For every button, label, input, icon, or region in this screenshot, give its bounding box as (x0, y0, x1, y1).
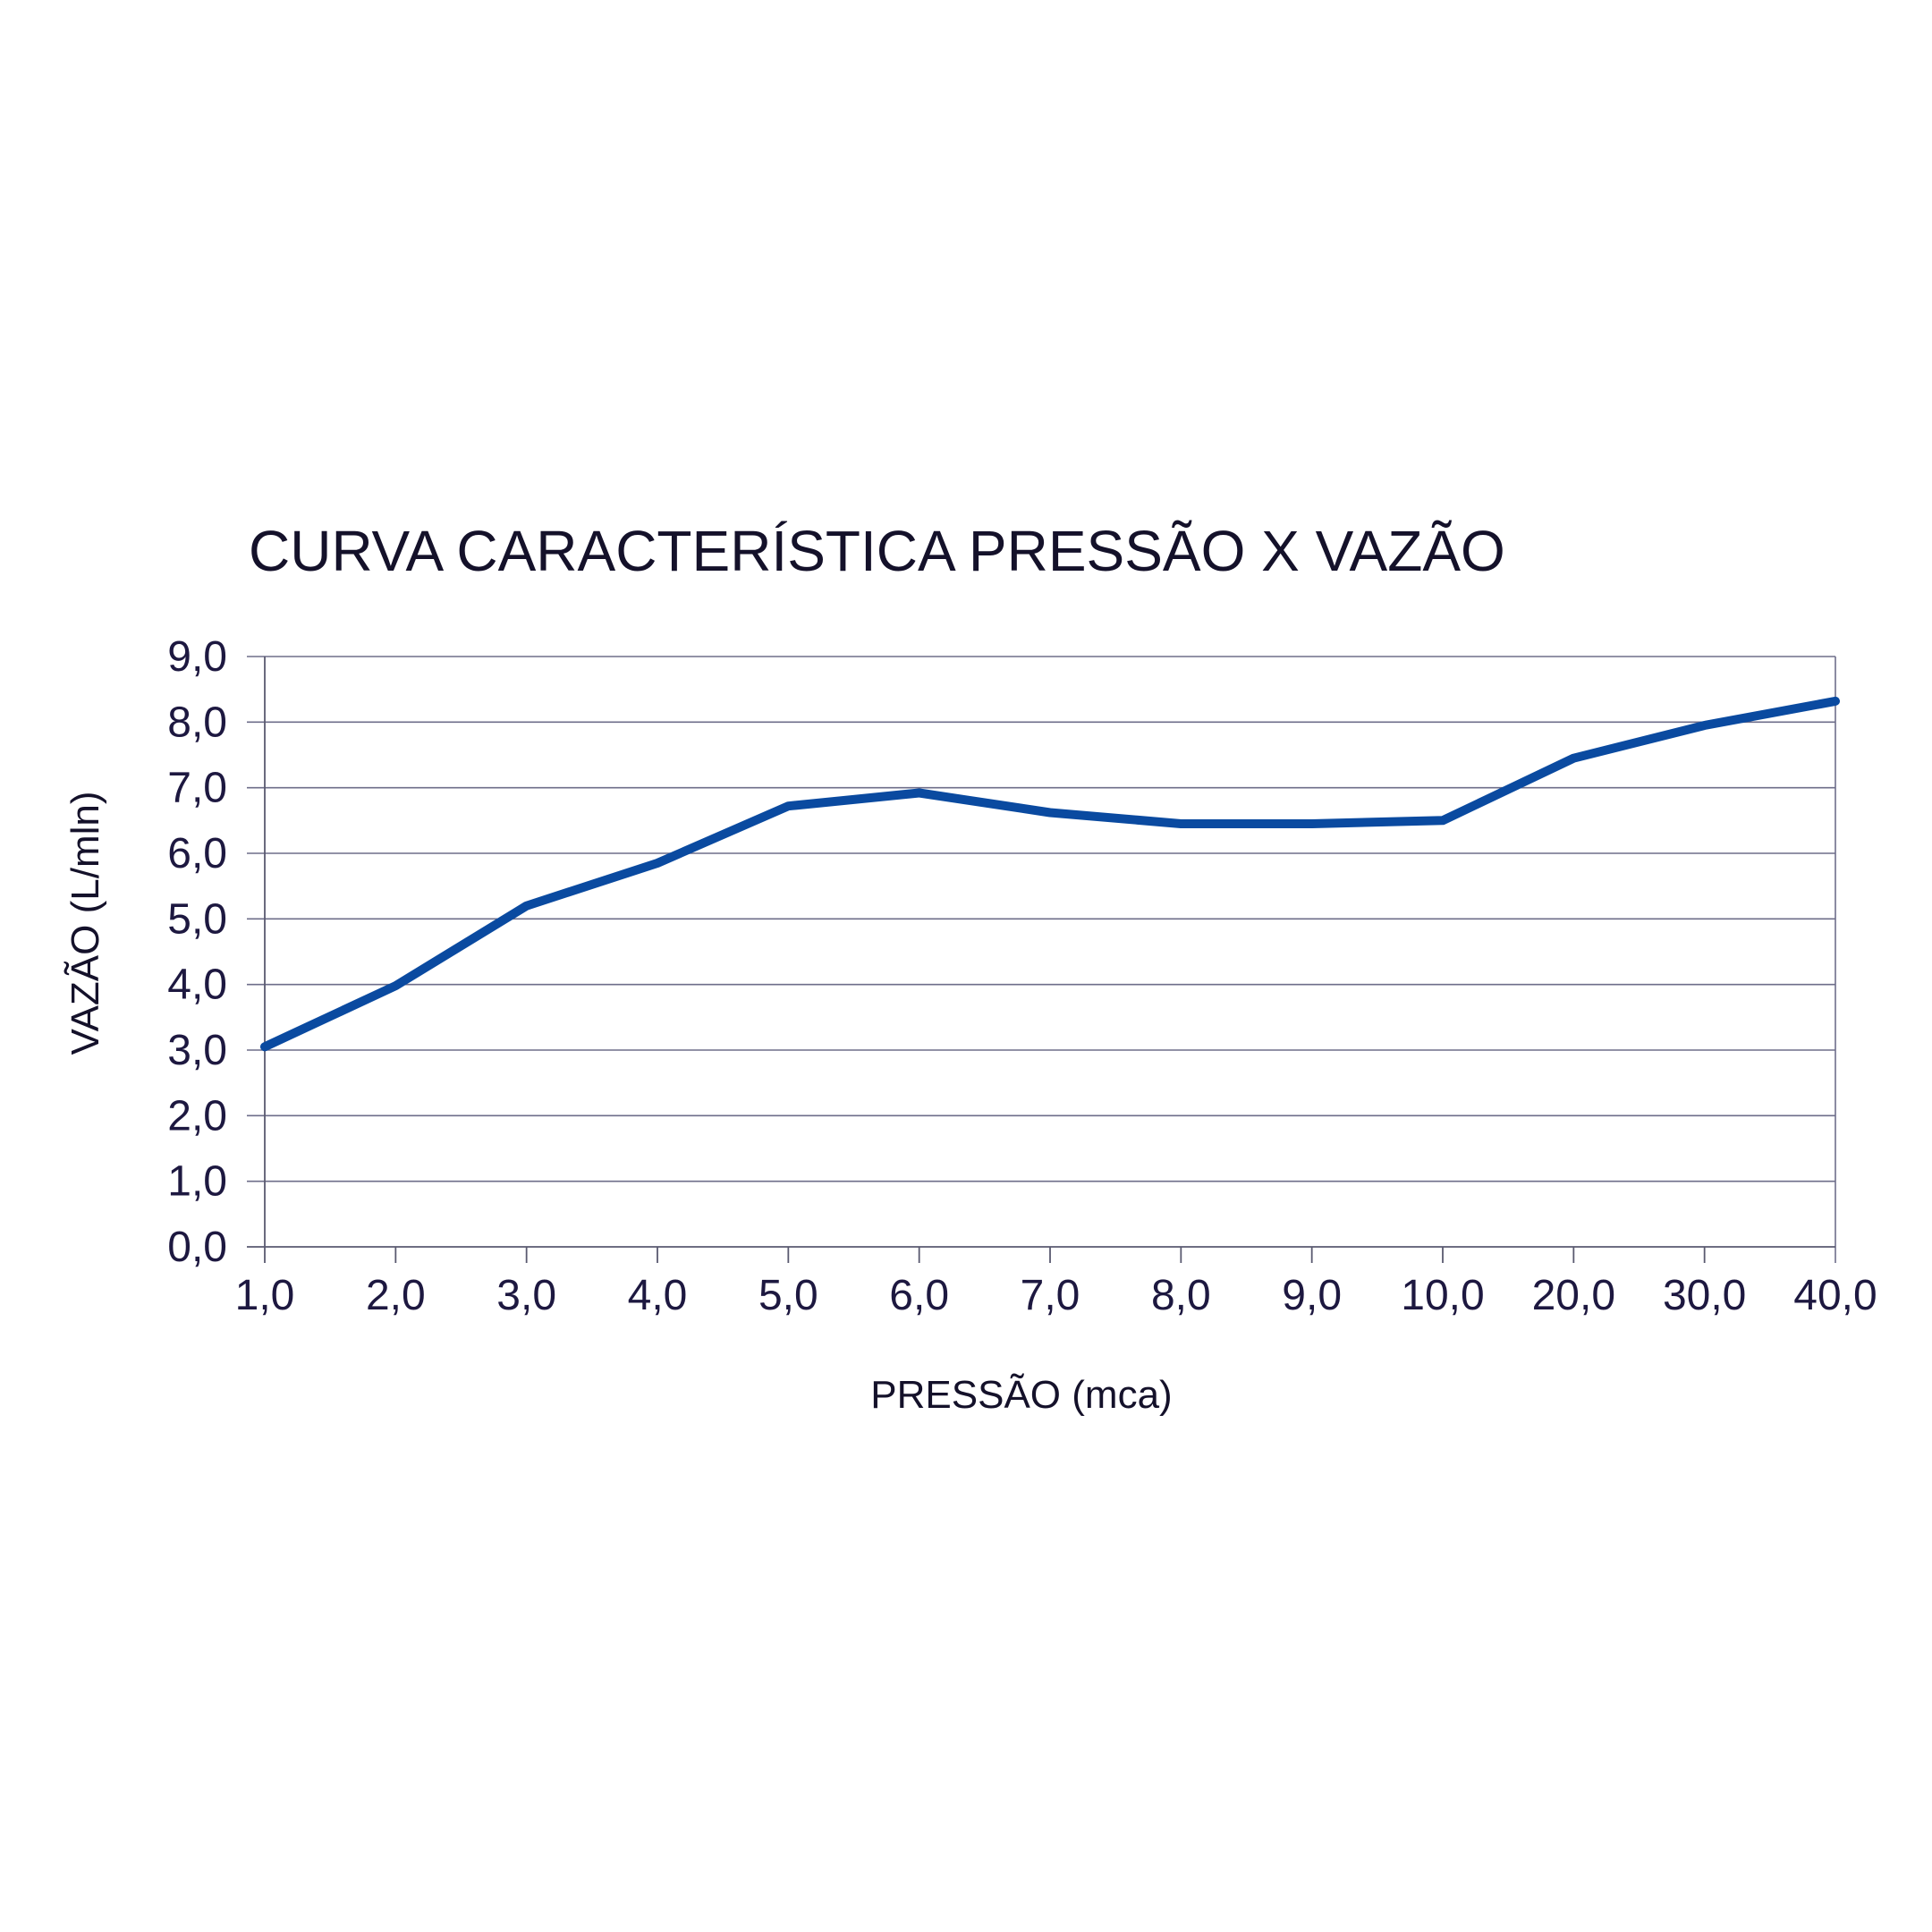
y-tick-label: 7,0 (167, 765, 227, 812)
x-tick-label: 1,0 (235, 1272, 295, 1319)
y-tick-label: 6,0 (167, 830, 227, 877)
x-tick-label: 5,0 (758, 1272, 818, 1319)
y-tick-label: 0,0 (167, 1224, 227, 1271)
x-axis-title: PRESSÃO (mca) (870, 1372, 1172, 1417)
x-tick-label: 3,0 (496, 1272, 556, 1319)
x-tick-label: 10,0 (1401, 1272, 1484, 1319)
y-tick-label: 5,0 (167, 895, 227, 943)
gridlines (247, 656, 1836, 1263)
y-tick-labels: 0,0 1,0 2,0 3,0 4,0 5,0 6,0 7,0 8,0 9,0 (167, 633, 227, 1271)
y-tick-label: 2,0 (167, 1092, 227, 1140)
x-tick-label: 30,0 (1663, 1272, 1746, 1319)
x-tick-label: 6,0 (889, 1272, 949, 1319)
x-tick-label: 8,0 (1151, 1272, 1211, 1319)
chart-title: CURVA CARACTERÍSTICA PRESSÃO X VAZÃO (249, 519, 1505, 583)
y-axis-title: VAZÃO (L/mln) (63, 791, 107, 1055)
y-tick-label: 3,0 (167, 1027, 227, 1074)
series-group (260, 696, 1840, 1052)
x-tick-label: 2,0 (366, 1272, 426, 1319)
y-tick-label: 1,0 (167, 1158, 227, 1206)
x-tick-label: 9,0 (1282, 1272, 1342, 1319)
x-tick-labels: 1,0 2,0 3,0 4,0 5,0 6,0 7,0 8,0 9,0 10,0 20,0 30,0 4… (235, 1272, 1877, 1319)
y-tick-label: 4,0 (167, 962, 227, 1009)
x-tick-label: 20,0 (1532, 1272, 1615, 1319)
series-line (260, 696, 1840, 1052)
x-tick-label: 7,0 (1021, 1272, 1080, 1319)
axes (247, 657, 1835, 1263)
x-tick-label: 4,0 (628, 1272, 688, 1319)
y-tick-label: 9,0 (167, 633, 227, 681)
y-tick-label: 8,0 (167, 699, 227, 746)
x-tick-label: 40,0 (1793, 1272, 1877, 1319)
